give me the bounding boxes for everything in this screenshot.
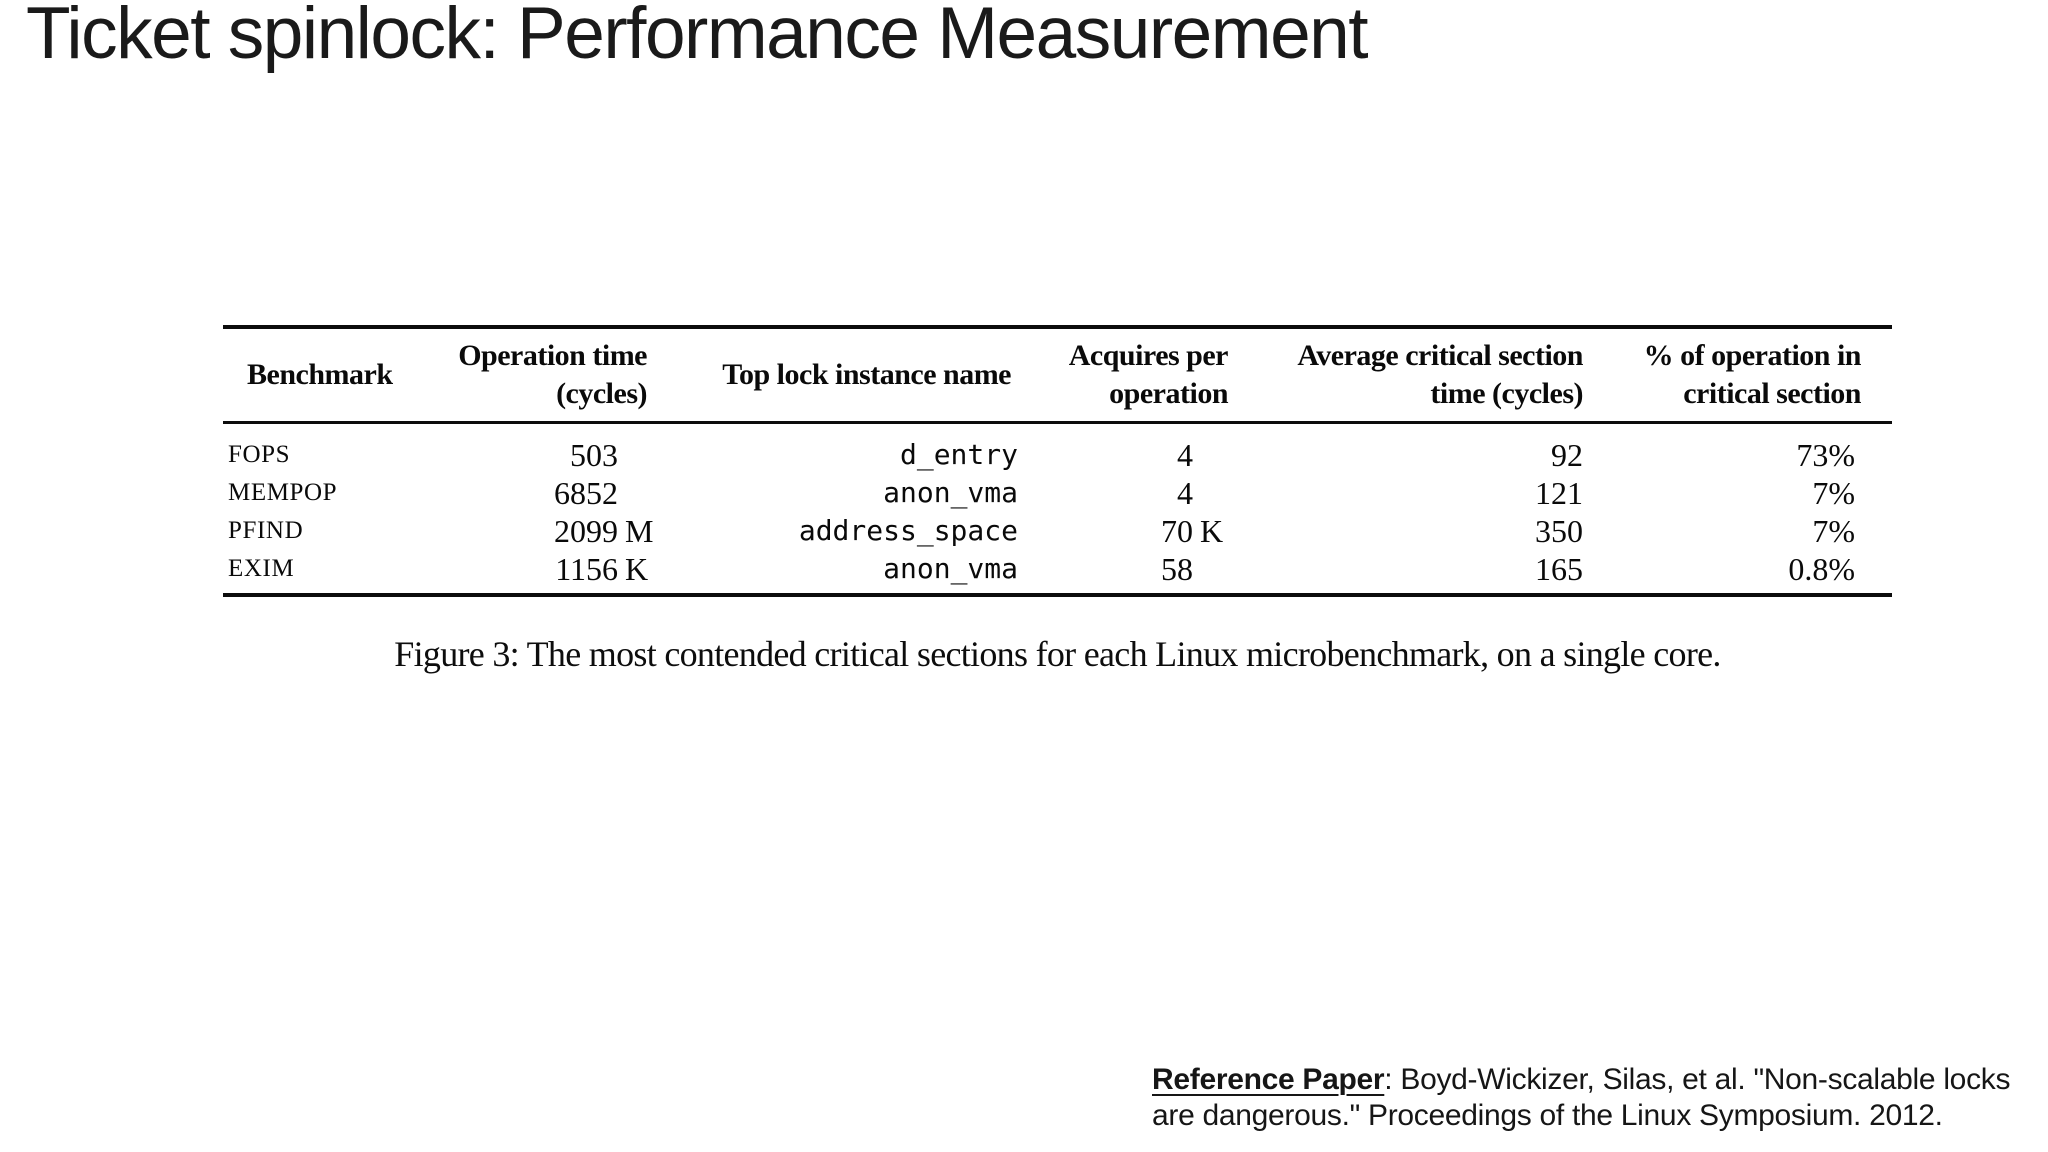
reference-label: Reference Paper xyxy=(1152,1063,1385,1096)
table-rule-bottom xyxy=(223,593,1892,597)
cell-avg-critical-section: 92 xyxy=(1551,437,1583,473)
header-line: % of operation in xyxy=(1643,339,1862,372)
header-line: operation xyxy=(1109,377,1228,410)
header-line: critical section xyxy=(1683,377,1861,410)
cell-operation-time-suffix: K xyxy=(625,551,649,587)
cell-avg-critical-section: 121 xyxy=(1535,475,1583,511)
cell-acquires-suffix: K xyxy=(1200,513,1224,549)
column-header-operation-time: Operation time (cycles) xyxy=(373,329,647,421)
cell-acquires: 70 xyxy=(1161,513,1193,549)
cell-acquires: 4 xyxy=(1177,475,1193,511)
header-line: Top lock instance name xyxy=(722,358,1011,391)
header-line: (cycles) xyxy=(556,377,647,410)
header-line: Operation time xyxy=(458,339,647,372)
cell-acquires: 4 xyxy=(1177,437,1193,473)
cell-lock-name: anon_vma xyxy=(883,476,1018,509)
reference-paper: Reference Paper: Boyd-Wickizer, Silas, e… xyxy=(1152,1062,2048,1134)
column-header-avg-critical-section: Average critical section time (cycles) xyxy=(1223,329,1583,421)
header-line: Benchmark xyxy=(247,358,393,391)
cell-acquires-suffix xyxy=(1193,550,1235,588)
cell-operation-time-suffix: M xyxy=(625,513,654,549)
column-header-benchmark: Benchmark xyxy=(247,329,467,421)
cell-pct-operation: 0.8% xyxy=(1788,551,1855,587)
cell-operation-time: 6852 xyxy=(554,475,618,511)
column-header-lock-name: Top lock instance name xyxy=(611,329,1011,421)
table-row: EXIM 1156 K anon_vma 58 165 0.8% xyxy=(223,550,1892,588)
cell-benchmark: EXIM xyxy=(228,555,295,582)
header-line: Average critical section xyxy=(1297,339,1583,372)
cell-operation-time: 503 xyxy=(570,437,618,473)
cell-benchmark: MEMPOP xyxy=(228,479,338,506)
cell-lock-name: d_entry xyxy=(899,438,1018,471)
cell-acquires-suffix xyxy=(1193,474,1235,512)
header-line: Acquires per xyxy=(1068,339,1229,372)
table-row: MEMPOP 6852 anon_vma 4 121 7% xyxy=(223,474,1892,512)
table-row: PFIND 2099 M address_space 70 K 350 7% xyxy=(223,512,1892,550)
cell-avg-critical-section: 165 xyxy=(1535,551,1583,587)
cell-pct-operation: 73% xyxy=(1796,437,1855,473)
cell-pct-operation: 7% xyxy=(1812,475,1855,511)
header-line: time (cycles) xyxy=(1430,377,1583,410)
page-title: Ticket spinlock: Performance Measurement xyxy=(26,0,1369,74)
cell-lock-name: anon_vma xyxy=(883,552,1018,585)
cell-operation-time: 2099 xyxy=(554,513,618,549)
cell-operation-time-suffix xyxy=(618,436,663,474)
cell-avg-critical-section: 350 xyxy=(1535,513,1583,549)
cell-pct-operation: 7% xyxy=(1812,513,1855,549)
cell-acquires-suffix xyxy=(1193,436,1235,474)
reference-line-1: Reference Paper: Boyd-Wickizer, Silas, e… xyxy=(1152,1062,2048,1098)
column-header-pct-operation: % of operation in critical section xyxy=(1511,329,1862,421)
table-row: FOPS 503 d_entry 4 92 73% xyxy=(223,436,1892,474)
reference-line-1-text: : Boyd-Wickizer, Silas, et al. "Non-scal… xyxy=(1384,1063,2011,1096)
cell-operation-time: 1156 xyxy=(555,551,618,587)
table-rule-top xyxy=(223,325,1892,329)
cell-benchmark: PFIND xyxy=(228,517,304,544)
table-body: FOPS 503 d_entry 4 92 73% MEMPOP 6852 an… xyxy=(223,436,1892,588)
cell-lock-name: address_space xyxy=(798,514,1018,547)
cell-acquires: 58 xyxy=(1161,551,1193,587)
table-rule-header xyxy=(223,421,1892,424)
column-header-acquires: Acquires per operation xyxy=(1028,329,1229,421)
cell-operation-time-suffix xyxy=(618,474,663,512)
figure-caption: Figure 3: The most contended critical se… xyxy=(394,634,1721,674)
cell-benchmark: FOPS xyxy=(228,441,291,468)
benchmark-table: Benchmark Operation time (cycles) Top lo… xyxy=(223,325,1892,598)
reference-line-2: are dangerous." Proceedings of the Linux… xyxy=(1152,1099,1943,1132)
